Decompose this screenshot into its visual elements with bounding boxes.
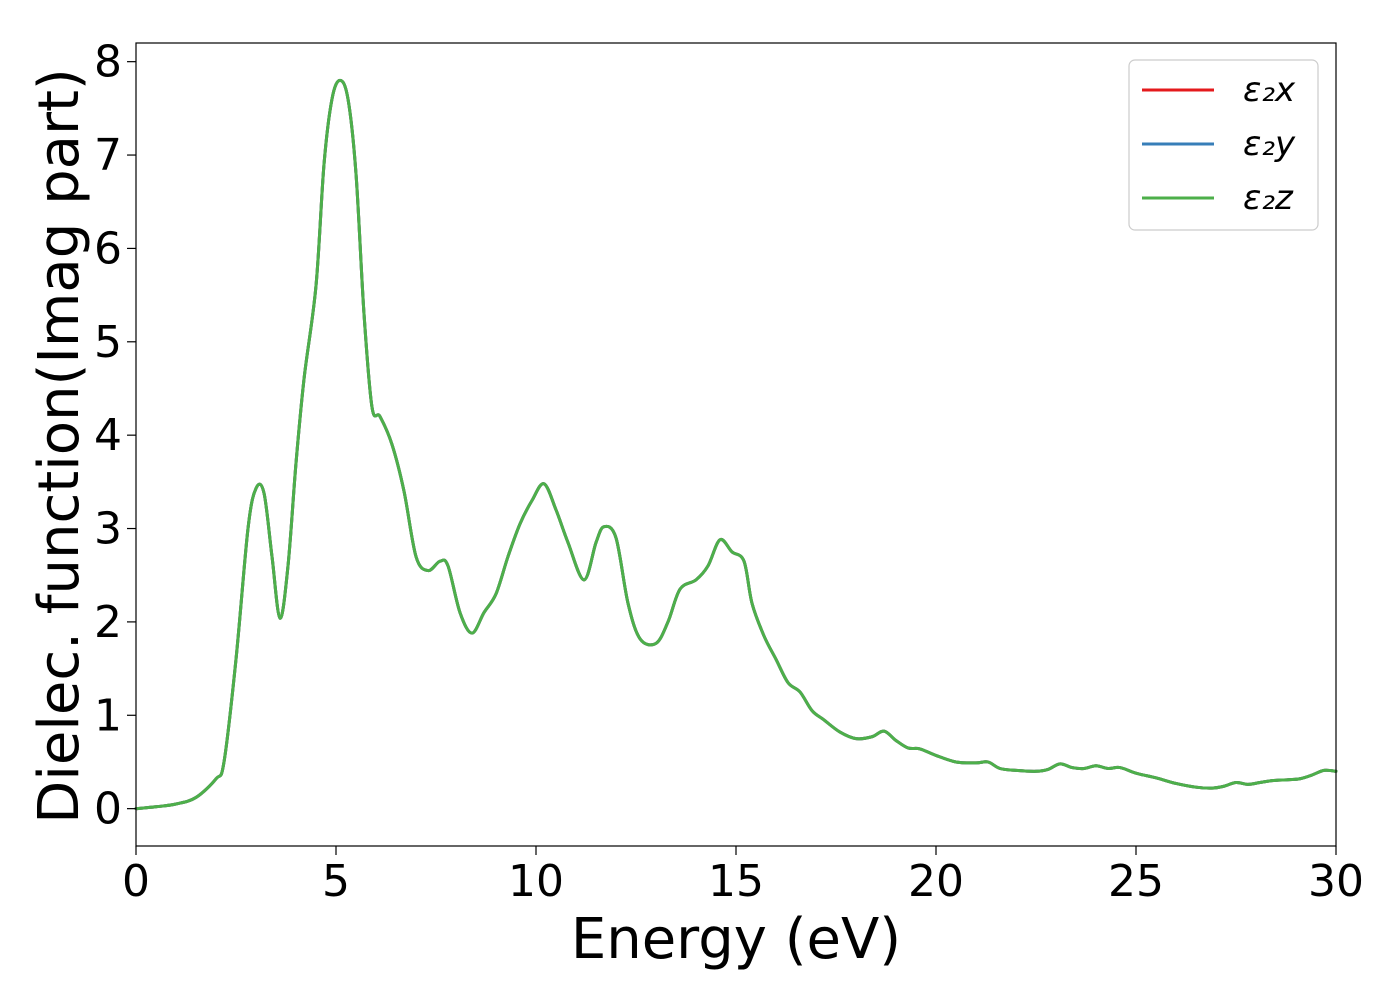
y-tick-label: 6 [94,223,122,274]
series-line-3 [134,78,1338,811]
y-tick-label: 4 [94,410,122,461]
y-tick-label: 7 [94,130,122,181]
x-tick-label: 25 [1108,856,1164,907]
legend-label-2: ε₂y [1243,124,1296,164]
legend-box [1128,59,1319,231]
x-tick-label: 10 [508,856,564,907]
x-tick-label: 0 [122,856,150,907]
y-tick-label: 1 [94,690,122,741]
legend: ε₂x ε₂y ε₂z [1128,59,1319,231]
series-layer [134,78,1338,811]
y-tick-label: 5 [94,317,122,368]
x-tick-label: 30 [1308,856,1364,907]
legend-label-1: ε₂x [1243,70,1296,110]
x-tick-label: 15 [708,856,764,907]
y-tick-label: 3 [94,504,122,555]
x-axis-label: Energy (eV) [571,907,901,972]
x-tick-label: 20 [908,856,964,907]
legend-label-3: ε₂z [1243,178,1294,218]
y-tick-label: 0 [94,784,122,835]
y-axis: 0 1 2 3 4 5 6 7 8 [94,37,136,835]
y-tick-label: 2 [94,597,122,648]
x-axis: 0 5 10 15 20 25 30 [122,846,1364,907]
y-axis-label: Dielec. function(Imag part) [27,68,92,824]
y-tick-label: 8 [94,37,122,88]
x-tick-label: 5 [322,856,350,907]
